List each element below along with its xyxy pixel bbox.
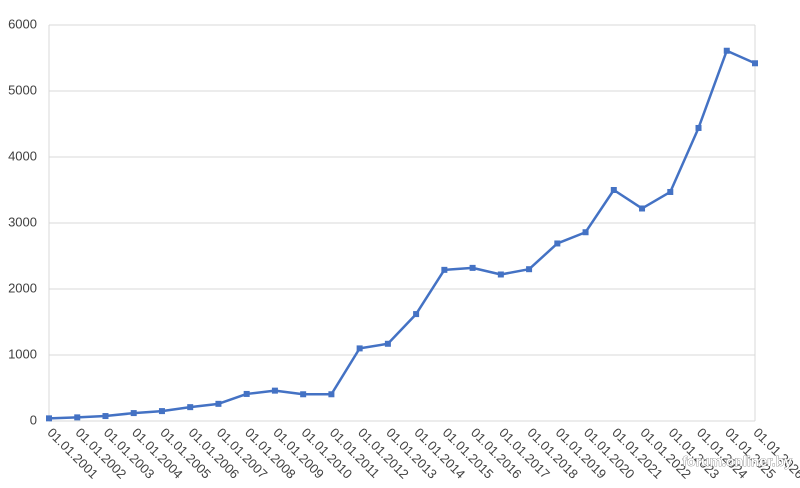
line xyxy=(48,49,756,420)
point xyxy=(384,340,391,347)
point xyxy=(187,404,194,411)
y-tick-label: 4000 xyxy=(8,148,37,163)
y-tick-label: 0 xyxy=(30,412,37,427)
point xyxy=(554,240,561,247)
y-tick-label: 5000 xyxy=(8,82,37,97)
point xyxy=(695,124,702,131)
point xyxy=(130,410,137,417)
point xyxy=(752,60,758,67)
point xyxy=(526,266,533,273)
point xyxy=(356,345,363,352)
point xyxy=(441,266,448,273)
point xyxy=(102,413,109,420)
point xyxy=(46,415,52,422)
point xyxy=(610,187,617,193)
point xyxy=(271,387,278,394)
y-tick-label: 6000 xyxy=(8,16,37,31)
point xyxy=(413,311,420,318)
point xyxy=(639,205,646,212)
point xyxy=(497,271,504,278)
point xyxy=(215,400,222,407)
point xyxy=(723,47,730,54)
y-tick-label: 3000 xyxy=(8,214,37,229)
point xyxy=(243,390,250,397)
watermark: forum.onliner.by xyxy=(682,453,792,469)
y-tick-label: 2000 xyxy=(8,280,37,295)
point xyxy=(328,391,335,398)
point xyxy=(74,414,81,421)
y-tick-label: 1000 xyxy=(8,346,37,361)
point xyxy=(469,264,476,271)
point xyxy=(300,391,307,398)
point xyxy=(667,188,674,195)
point xyxy=(158,408,165,415)
point xyxy=(582,229,589,236)
